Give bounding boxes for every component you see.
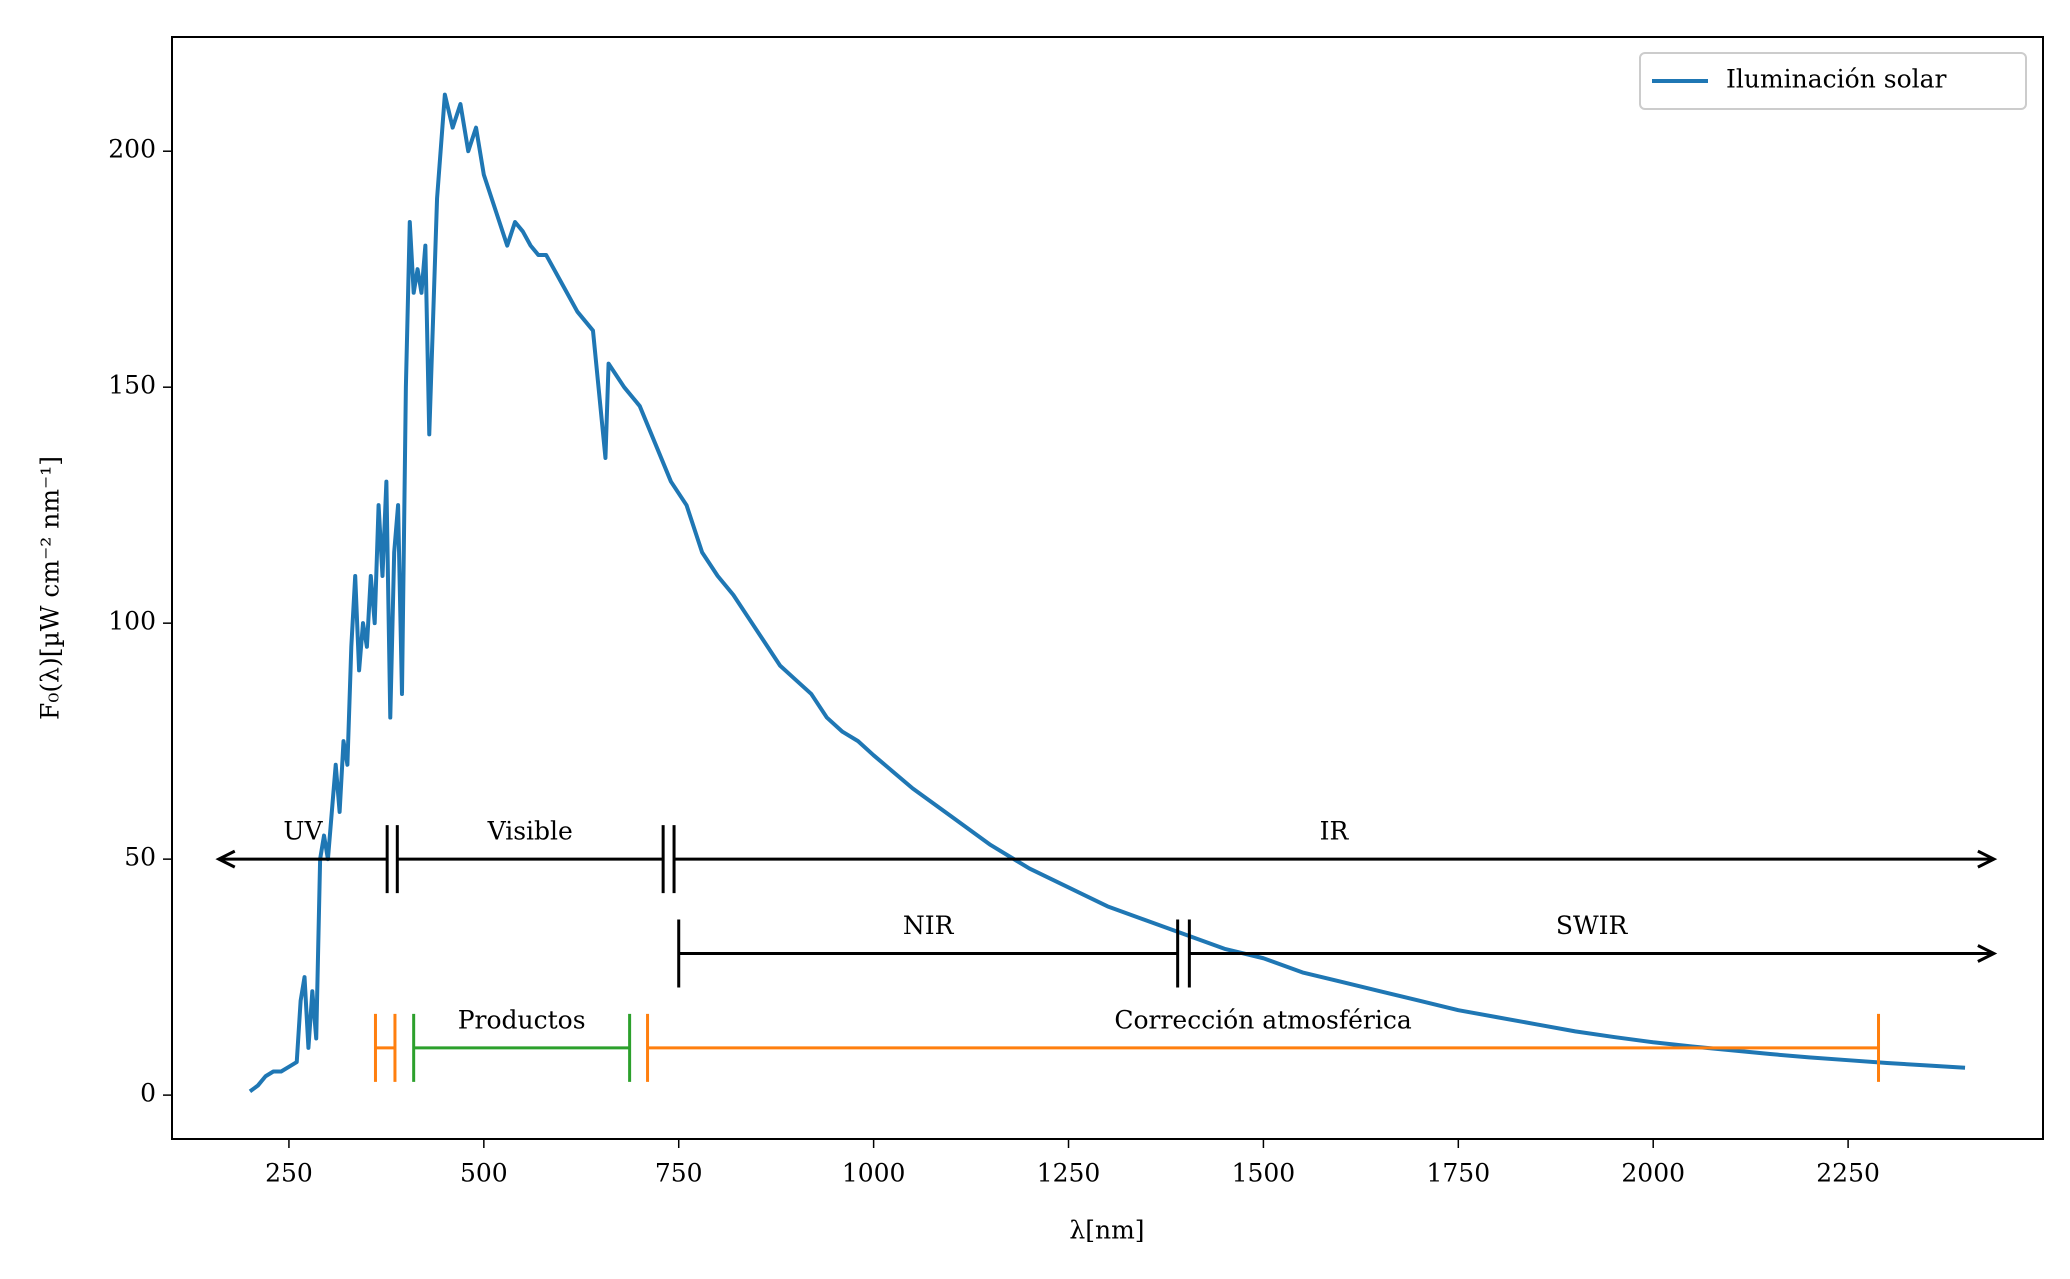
data-line [248, 92, 1966, 1093]
band-label: Productos [458, 1005, 586, 1034]
legend-box [1639, 52, 2027, 110]
x-tick-label: 250 [265, 1159, 313, 1188]
x-axis-label: λ[nm] [1069, 1216, 1144, 1245]
x-tick-label: 1000 [842, 1159, 906, 1188]
x-tick-label: 750 [655, 1159, 703, 1188]
y-tick-label: 200 [108, 135, 156, 164]
x-tick-label: 1500 [1232, 1159, 1296, 1188]
band-label: IR [1320, 817, 1350, 846]
band-arrow-head [215, 849, 236, 869]
x-tick-label: 500 [460, 1159, 508, 1188]
band-label: SWIR [1556, 911, 1629, 940]
plot-frame [171, 36, 2044, 1140]
x-tick-label: 2000 [1621, 1159, 1685, 1188]
y-axis-label: F₀(λ)[µW cm⁻² nm⁻¹] [36, 456, 65, 720]
band-label: Corrección atmosférica [1114, 1005, 1412, 1034]
y-tick-label: 0 [140, 1079, 156, 1108]
x-tick-label: 1250 [1037, 1159, 1101, 1188]
band-label: UV [283, 817, 323, 846]
x-tick-label: 1750 [1427, 1159, 1491, 1188]
band-arrow-head [1977, 849, 1998, 869]
band-label: NIR [903, 911, 955, 940]
legend-label: Iluminación solar [1726, 65, 1947, 94]
x-tick-label: 2250 [1816, 1159, 1880, 1188]
y-tick-label: 50 [124, 843, 156, 872]
band-label: Visible [487, 817, 573, 846]
y-tick-label: 100 [108, 607, 156, 636]
band-arrow-head [1977, 944, 1998, 963]
y-tick-label: 150 [108, 371, 156, 400]
